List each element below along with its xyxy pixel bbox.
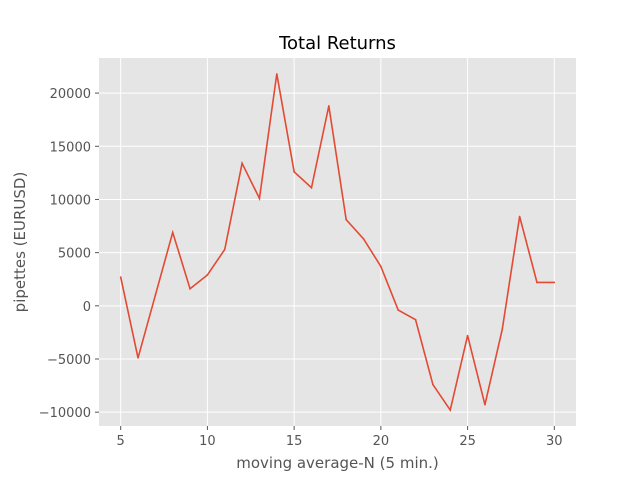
x-tick-label: 20 [373,434,390,449]
data-point [189,287,191,290]
y-tick-label: 10000 [50,193,91,208]
data-point [206,274,209,276]
data-point [154,294,157,296]
series-line [119,73,555,413]
axis-ticks: 5 10 15 20 25 30 −10000 −5000 0 5000 10000 15000 200… [39,87,563,449]
data-point [362,238,365,240]
y-tick-label: 15000 [50,140,91,155]
data-point [275,73,278,75]
data-point [466,334,469,337]
data-point [536,281,538,284]
data-point [449,409,452,411]
data-point [380,265,382,268]
x-tick-label: 5 [117,434,125,449]
grid-lines [99,58,576,426]
data-point [293,171,295,173]
data-point [223,248,226,251]
data-point [397,309,400,311]
x-tick-label: 10 [199,434,216,449]
x-tick-label: 15 [286,434,303,449]
data-point [119,276,122,278]
data-point [171,231,174,234]
data-point [310,186,313,189]
data-point [328,105,330,107]
y-tick-label: −5000 [47,353,91,368]
data-point [553,281,556,284]
data-point [137,357,139,359]
data-point [501,328,504,331]
y-tick-label: 20000 [50,87,91,102]
data-point [484,403,486,406]
y-axis-label: pipettes (EURUSD) [11,172,29,313]
x-tick-label: 30 [546,434,563,449]
y-tick-label: 0 [83,300,91,315]
data-point [432,383,434,386]
y-tick-label: 5000 [58,247,91,262]
data-point [414,318,417,321]
data-point [241,162,243,165]
x-tick-label: 25 [459,434,476,449]
x-axis-label: moving average-N (5 min.) [236,454,439,472]
data-point [518,215,521,218]
data-point [345,218,347,221]
chart-title: Total Returns [278,33,396,54]
data-point [258,197,261,200]
series-points [119,73,556,411]
plot-background [99,58,576,426]
y-tick-label: −10000 [39,406,91,421]
